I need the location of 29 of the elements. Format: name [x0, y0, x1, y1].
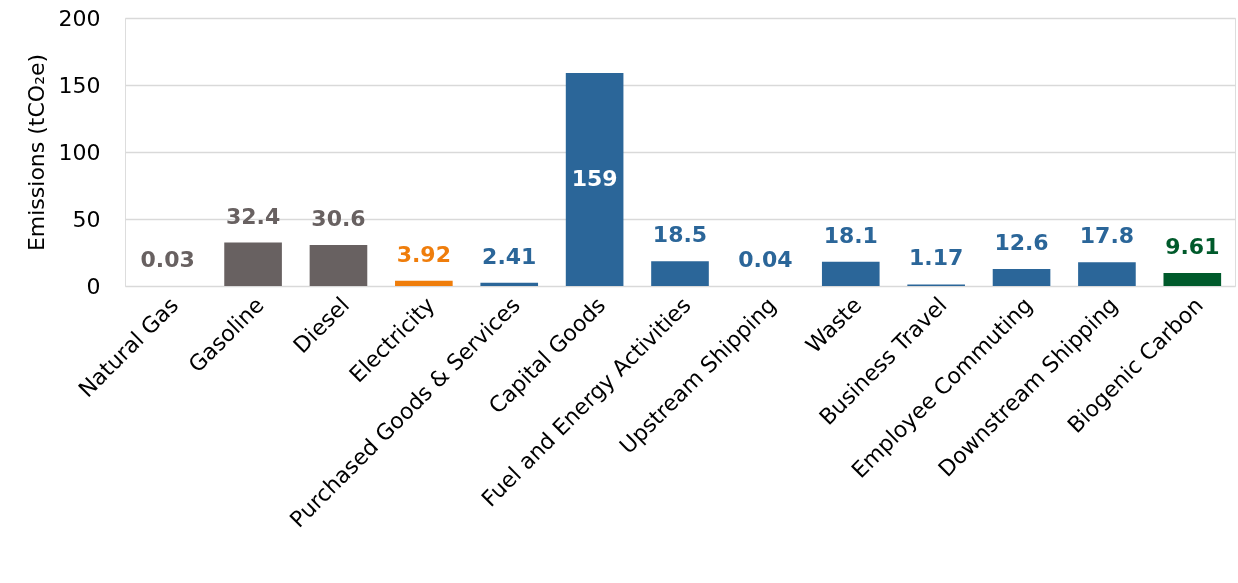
data-label: 0.03 — [140, 246, 195, 272]
y-tick-label: 50 — [72, 206, 101, 232]
data-label: 3.92 — [396, 241, 451, 267]
data-label: 18.1 — [823, 222, 878, 248]
data-label: 9.61 — [1165, 234, 1220, 260]
data-label: 159 — [571, 166, 618, 192]
data-label: 0.04 — [738, 246, 793, 272]
bar — [309, 245, 368, 286]
bar — [1078, 262, 1136, 286]
y-axis-title: Emissions (tCO₂e) — [23, 53, 49, 252]
bar — [1163, 273, 1222, 286]
y-tick-label: 100 — [58, 139, 101, 165]
bar — [480, 282, 539, 286]
data-label: 2.41 — [482, 243, 537, 269]
bar — [821, 261, 880, 286]
bar — [992, 269, 1051, 286]
bar — [651, 261, 709, 286]
data-label: 12.6 — [994, 230, 1049, 256]
data-label: 1.17 — [909, 245, 964, 271]
bar — [395, 280, 453, 286]
y-tick-label: 200 — [58, 5, 101, 31]
y-tick-label: 150 — [58, 72, 101, 98]
data-label: 32.4 — [225, 203, 281, 229]
bar — [565, 72, 624, 286]
data-label: 17.8 — [1079, 223, 1135, 249]
data-label: 18.5 — [652, 222, 708, 248]
data-label: 30.6 — [311, 206, 366, 231]
y-tick-label: 0 — [86, 273, 101, 299]
bar — [224, 242, 282, 286]
